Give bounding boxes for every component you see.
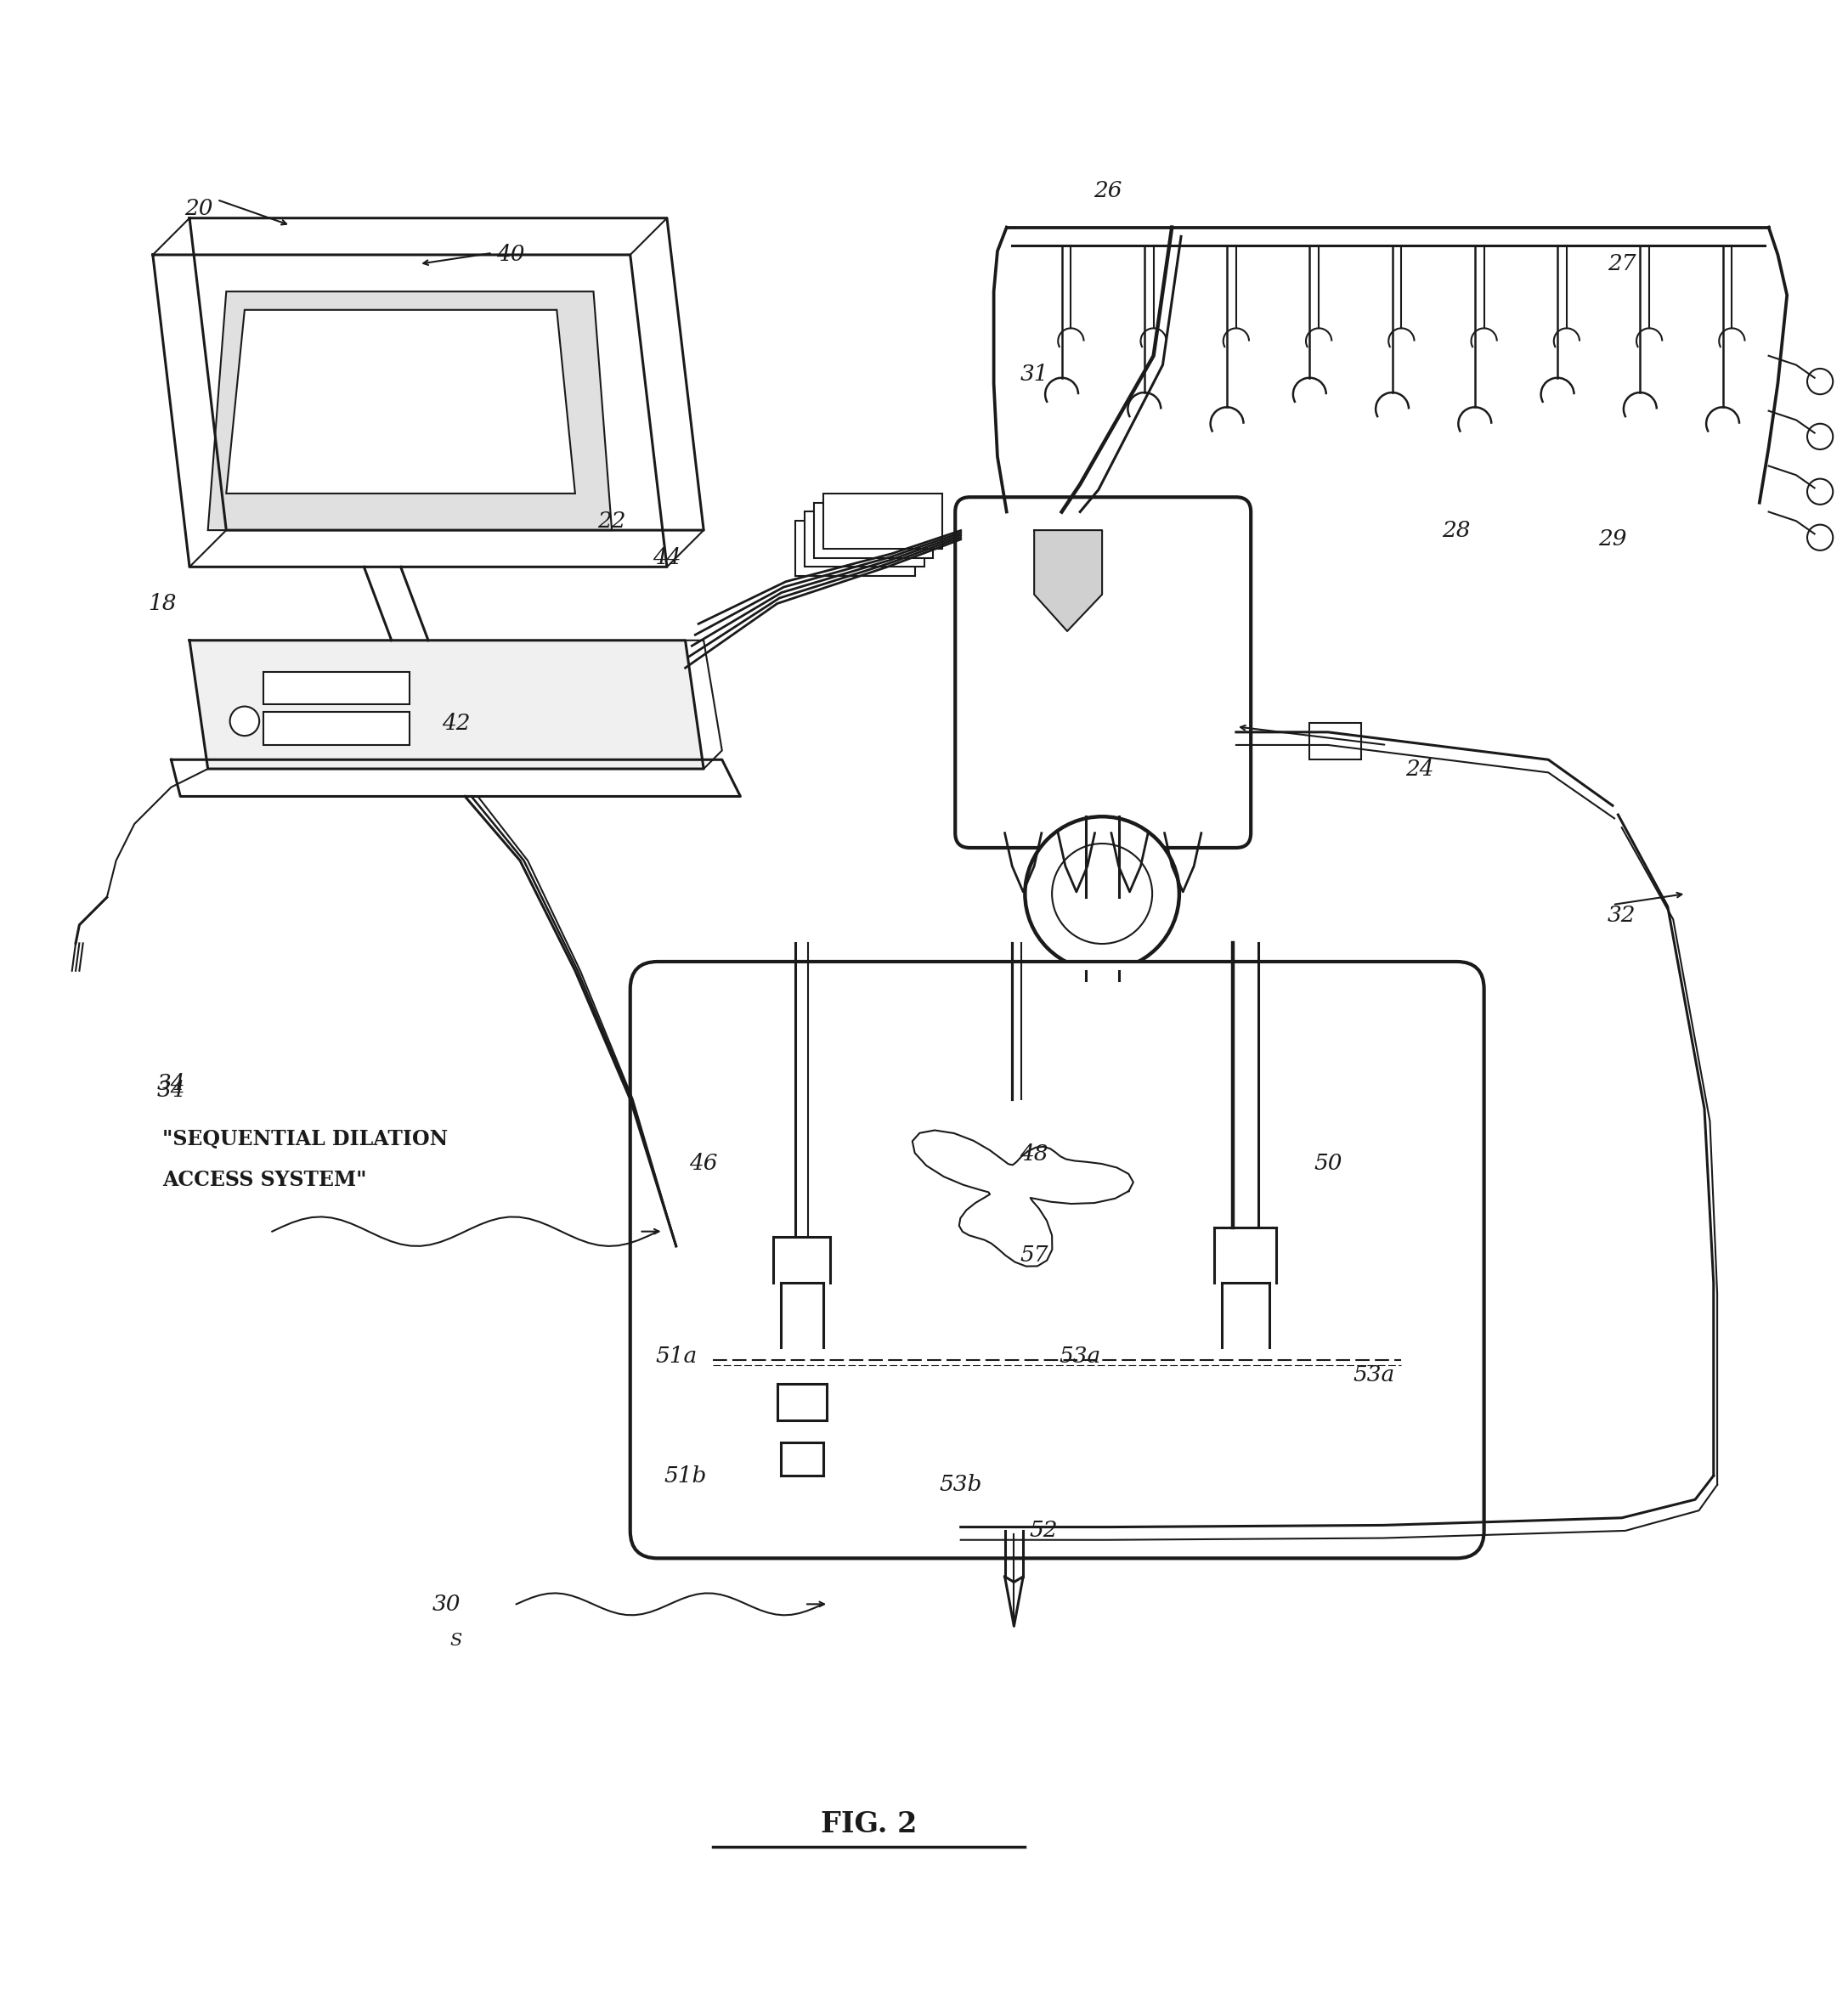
Text: 24: 24 xyxy=(1406,758,1434,780)
Text: 31: 31 xyxy=(1020,363,1048,385)
Text: 53b: 53b xyxy=(939,1475,981,1495)
Polygon shape xyxy=(225,310,575,494)
Text: 52: 52 xyxy=(1029,1519,1057,1541)
Text: 57: 57 xyxy=(1020,1245,1048,1265)
Text: 30: 30 xyxy=(432,1594,460,1614)
Text: ACCESS SYSTEM": ACCESS SYSTEM" xyxy=(163,1169,366,1189)
Circle shape xyxy=(1807,524,1833,550)
FancyBboxPatch shape xyxy=(630,961,1484,1558)
Text: S: S xyxy=(449,1632,462,1648)
Text: 53a: 53a xyxy=(1353,1364,1395,1384)
Polygon shape xyxy=(913,1130,1133,1265)
Circle shape xyxy=(1807,480,1833,504)
FancyBboxPatch shape xyxy=(955,498,1251,848)
Text: 32: 32 xyxy=(1608,905,1635,927)
Text: 34: 34 xyxy=(157,1080,185,1100)
Circle shape xyxy=(1807,423,1833,449)
Text: 51b: 51b xyxy=(663,1465,706,1487)
Circle shape xyxy=(1026,816,1179,971)
Bar xyxy=(795,522,915,576)
Text: 46: 46 xyxy=(689,1153,717,1175)
Polygon shape xyxy=(190,641,704,770)
Text: 27: 27 xyxy=(1608,254,1635,274)
Text: 18: 18 xyxy=(148,592,176,615)
Text: 48: 48 xyxy=(1020,1145,1048,1165)
Bar xyxy=(262,711,410,746)
Text: "SEQUENTIAL DILATION: "SEQUENTIAL DILATION xyxy=(163,1128,447,1149)
Text: 34: 34 xyxy=(157,1074,185,1094)
Text: 22: 22 xyxy=(597,510,626,532)
Circle shape xyxy=(939,1517,972,1552)
Text: 42: 42 xyxy=(442,713,469,733)
Polygon shape xyxy=(207,292,612,530)
Text: 29: 29 xyxy=(1599,528,1626,550)
Circle shape xyxy=(1807,369,1833,395)
Text: 26: 26 xyxy=(1094,179,1122,202)
Text: 44: 44 xyxy=(652,548,682,568)
Bar xyxy=(822,494,942,548)
Bar xyxy=(804,512,924,566)
Bar xyxy=(262,671,410,705)
Bar xyxy=(1310,723,1360,760)
Bar xyxy=(813,502,933,558)
Text: 20: 20 xyxy=(185,197,213,220)
Circle shape xyxy=(229,707,259,735)
Text: 40: 40 xyxy=(497,244,525,266)
Polygon shape xyxy=(1035,530,1101,631)
Text: 50: 50 xyxy=(1314,1153,1342,1175)
Text: 53a: 53a xyxy=(1059,1346,1101,1366)
Text: 28: 28 xyxy=(1441,520,1471,540)
Text: FIG. 2: FIG. 2 xyxy=(821,1809,917,1838)
Circle shape xyxy=(1052,844,1153,943)
Text: 51a: 51a xyxy=(656,1346,697,1366)
